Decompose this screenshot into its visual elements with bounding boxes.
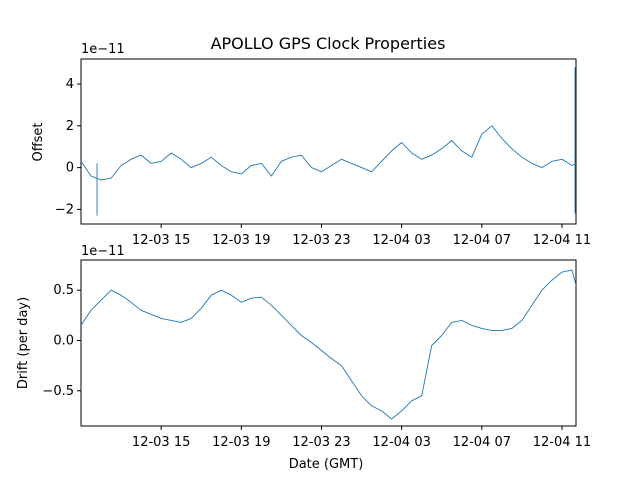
offset-axes: −2 0 2 4 12-03 15 12-03 19 12-03 23 12-04 03 12-… <box>55 77 591 248</box>
chart-title: APOLLO GPS Clock Properties <box>211 34 446 53</box>
drift-x-tick-label: 12-03 15 <box>132 435 190 450</box>
drift-plot-area <box>80 259 577 427</box>
offset-y-tick-label: −2 <box>55 202 74 217</box>
offset-x-tick-label: 12-03 19 <box>212 233 270 248</box>
drift-panel: 1e−11 Drift (per day) Date (GMT) −0.5 0.0… <box>16 244 591 472</box>
offset-x-tick-label: 12-03 23 <box>292 233 350 248</box>
drift-x-tick-label: 12-03 19 <box>212 435 270 450</box>
drift-series-group <box>80 269 577 420</box>
drift-y-tick-label: 0.0 <box>53 333 74 348</box>
drift-y-tick-label: −0.5 <box>42 384 74 399</box>
offset-x-tick-label: 12-04 03 <box>372 233 430 248</box>
offset-y-tick-label: 0 <box>66 161 74 176</box>
drift-x-axis-label: Date (GMT) <box>289 457 364 472</box>
drift-axes: −0.5 0.0 0.5 12-03 15 12-03 19 12-03 23 12-04 … <box>42 283 591 450</box>
offset-y-axis-label: Offset <box>31 122 46 161</box>
drift-y-axis-label: Drift (per day) <box>16 297 31 389</box>
offset-series-group <box>80 67 577 216</box>
drift-x-tick-label: 12-04 11 <box>533 435 591 450</box>
offset-plot-area <box>80 58 577 225</box>
drift-series-line <box>80 269 577 420</box>
offset-panel: APOLLO GPS Clock Properties 1e−11 Offset… <box>31 34 591 248</box>
drift-x-tick-label: 12-04 07 <box>453 435 511 450</box>
drift-x-tick-label: 12-04 03 <box>372 435 430 450</box>
offset-x-tick-label: 12-04 07 <box>453 233 511 248</box>
drift-x-tick-label: 12-03 23 <box>292 435 350 450</box>
drift-y-tick-label: 0.5 <box>53 283 74 298</box>
drift-exponent-label: 1e−11 <box>81 244 125 259</box>
offset-x-tick-label: 12-04 11 <box>533 233 591 248</box>
offset-x-tick-label: 12-03 15 <box>132 233 190 248</box>
offset-y-tick-label: 4 <box>66 77 74 92</box>
offset-exponent-label: 1e−11 <box>81 42 125 57</box>
offset-y-tick-label: 2 <box>66 119 74 134</box>
offset-series-line <box>80 125 577 181</box>
